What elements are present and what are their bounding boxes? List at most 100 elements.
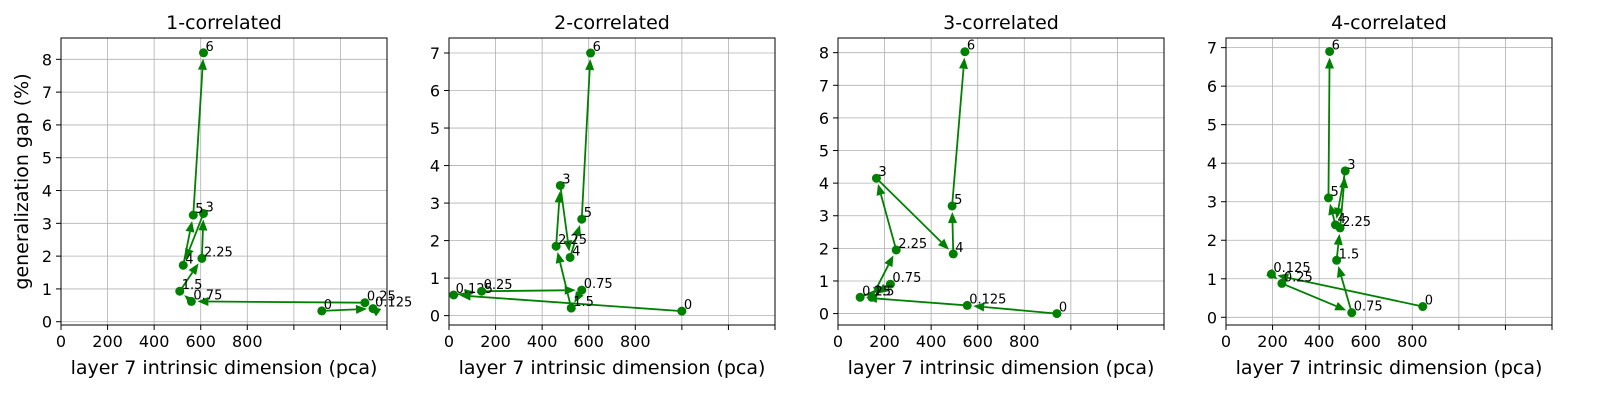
x-tick-label: 800	[232, 332, 263, 351]
data-point	[175, 286, 185, 296]
y-tick-label: 5	[1207, 116, 1217, 135]
point-label: 5	[954, 193, 962, 208]
y-tick-label: 7	[819, 76, 829, 95]
path-segment	[321, 308, 357, 312]
path-segment	[875, 177, 942, 243]
data-point	[1418, 302, 1428, 312]
arrowhead	[185, 221, 195, 233]
x-tick-label: 0	[833, 332, 843, 351]
path-segment	[192, 69, 204, 216]
x-tick-label: 0	[1221, 332, 1231, 351]
data-point	[1266, 269, 1276, 279]
data-point	[586, 48, 596, 58]
arrowhead	[937, 238, 949, 250]
x-tick-label: 800	[1009, 332, 1040, 351]
arrowhead	[464, 289, 476, 298]
point-label: 0.75	[193, 288, 222, 303]
arrowhead	[188, 263, 199, 276]
point-label: 6	[593, 40, 601, 55]
y-tick-label: 5	[430, 119, 440, 138]
data-point	[871, 173, 881, 183]
path-segment	[481, 289, 565, 293]
point-label: 1.5	[182, 278, 203, 293]
point-label: 0.25	[367, 290, 396, 305]
y-tick-label: 0	[430, 307, 440, 326]
path-segment	[1339, 187, 1345, 229]
x-tick-label: 600	[573, 332, 604, 351]
y-tick-label: 3	[42, 214, 52, 233]
x-tick-label: 0	[56, 332, 66, 351]
data-point	[360, 298, 370, 308]
point-label: 4	[185, 252, 193, 267]
data-point	[960, 47, 970, 57]
point-label: 6	[1332, 38, 1340, 53]
point-label: 0	[1425, 294, 1433, 309]
point-label: 2.25	[898, 237, 927, 252]
data-point	[1323, 193, 1333, 203]
arrowhead	[1333, 233, 1343, 246]
y-tick-label: 6	[1207, 77, 1217, 96]
data-point	[577, 285, 587, 295]
point-label: 0	[324, 298, 332, 313]
path-segment	[984, 306, 1057, 315]
data-point	[1052, 309, 1062, 319]
arrowhead	[563, 240, 573, 252]
y-tick-label: 8	[819, 44, 829, 63]
path-segment	[880, 194, 898, 251]
y-tick-label: 1	[42, 280, 52, 299]
data-point	[317, 306, 327, 316]
point-label: 4	[955, 241, 963, 256]
y-tick-label: 6	[819, 109, 829, 128]
arrowhead	[355, 304, 368, 314]
x-tick-label: 0	[444, 332, 454, 351]
path-segment	[1287, 276, 1423, 308]
data-point	[855, 292, 865, 302]
x-tick-label: 800	[620, 332, 651, 351]
point-label: 0	[1059, 301, 1067, 316]
arrowhead	[1334, 301, 1347, 311]
plot-frame	[448, 37, 776, 326]
plot-frame	[1225, 37, 1553, 326]
point-label: 0.125	[969, 292, 1006, 307]
data-point	[891, 245, 901, 255]
y-tick-label: 2	[819, 239, 829, 258]
y-tick-label: 6	[42, 116, 52, 135]
point-label: 0.125	[1273, 261, 1310, 276]
point-label: 6	[967, 39, 975, 54]
point-label: 3	[878, 165, 886, 180]
x-axis-label: layer 7 intrinsic dimension (pca)	[459, 357, 766, 379]
y-tick-label: 4	[819, 174, 829, 193]
arrowhead	[574, 291, 584, 303]
data-point	[477, 286, 487, 296]
arrowhead	[948, 211, 958, 224]
arrowhead	[1334, 207, 1343, 219]
data-point	[577, 214, 587, 224]
arrowhead	[198, 219, 208, 231]
data-point	[1332, 255, 1342, 265]
point-label: 0.25	[484, 278, 513, 293]
path-segment	[188, 213, 205, 250]
data-point	[178, 260, 188, 270]
data-point	[449, 290, 459, 300]
y-tick-label: 3	[1207, 193, 1217, 212]
point-label: 3	[562, 172, 570, 187]
data-point	[867, 292, 877, 302]
path-segment	[870, 264, 890, 298]
y-tick-label: 3	[819, 207, 829, 226]
chart-panel-1: 0 200 400 600 800 0 1 2 3 4 5 6 7 8 1-correlated layer …	[11, 12, 412, 379]
y-tick-label: 6	[430, 82, 440, 101]
data-point	[962, 300, 972, 310]
chart-title: 3-correlated	[943, 12, 1059, 34]
point-label: 2.25	[558, 233, 587, 248]
data-point	[1330, 220, 1340, 230]
path-segment	[1327, 68, 1331, 198]
x-tick-label: 600	[185, 332, 216, 351]
y-tick-label: 2	[1207, 231, 1217, 250]
y-tick-label: 4	[1207, 154, 1217, 173]
data-point	[188, 210, 198, 220]
point-label: 1.5	[1339, 247, 1360, 262]
arrowhead	[197, 58, 207, 71]
point-label: 0.25	[1284, 270, 1313, 285]
point-label: 0.125	[375, 296, 412, 311]
